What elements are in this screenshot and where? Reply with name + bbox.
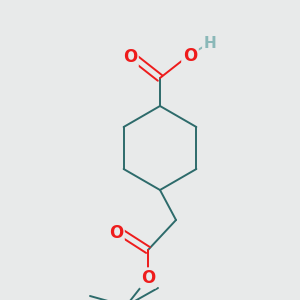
Text: O: O	[109, 224, 123, 242]
Text: O: O	[123, 48, 137, 66]
Text: O: O	[141, 269, 155, 287]
Text: H: H	[204, 35, 216, 50]
Text: O: O	[183, 47, 197, 65]
